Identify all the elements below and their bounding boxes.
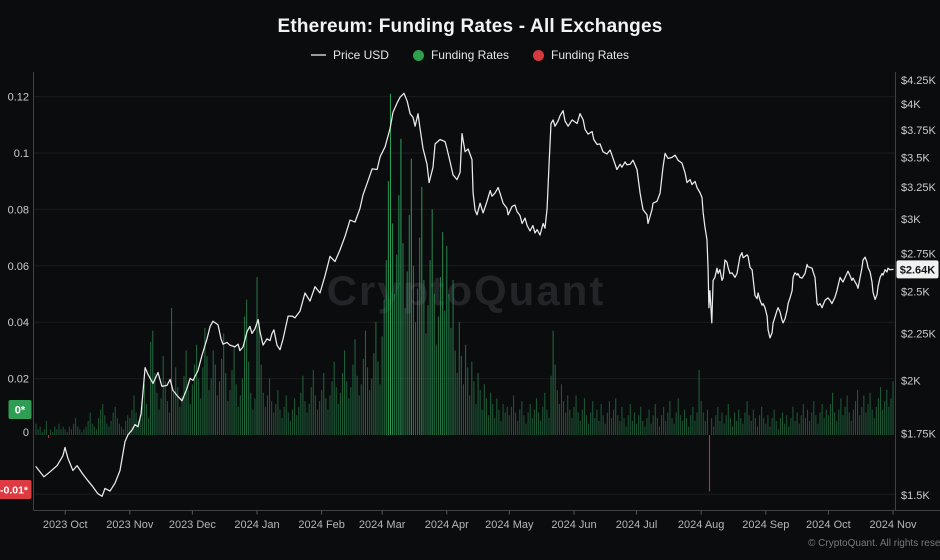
svg-text:$4K: $4K bbox=[901, 99, 921, 111]
svg-text:2024 Oct: 2024 Oct bbox=[806, 519, 851, 531]
svg-text:2024 Nov: 2024 Nov bbox=[869, 519, 917, 531]
svg-text:$3K: $3K bbox=[901, 214, 921, 226]
svg-text:2024 Jun: 2024 Jun bbox=[551, 519, 596, 531]
svg-text:$2.75K: $2.75K bbox=[901, 248, 937, 260]
svg-text:$2.64K: $2.64K bbox=[900, 264, 936, 276]
svg-text:2024 Jan: 2024 Jan bbox=[234, 519, 279, 531]
svg-text:0.02: 0.02 bbox=[8, 374, 29, 386]
y-axis-left: 0.12 0.1 0.08 0.06 0.04 0.02 0 bbox=[8, 92, 29, 439]
legend-item-funding-negative[interactable]: Funding Rates bbox=[533, 48, 629, 62]
svg-text:$2.5K: $2.5K bbox=[901, 286, 930, 298]
svg-text:0.08: 0.08 bbox=[8, 204, 29, 216]
funding-positive-dot-icon bbox=[412, 49, 424, 61]
svg-text:$1.5K: $1.5K bbox=[901, 490, 930, 502]
svg-text:$2.25K: $2.25K bbox=[901, 328, 937, 340]
svg-text:2023 Dec: 2023 Dec bbox=[169, 519, 217, 531]
svg-text:2023 Oct: 2023 Oct bbox=[43, 519, 88, 531]
svg-text:0.1: 0.1 bbox=[14, 148, 29, 160]
svg-text:2024 May: 2024 May bbox=[485, 519, 534, 531]
price-line bbox=[35, 92, 894, 497]
svg-text:0*: 0* bbox=[15, 405, 26, 417]
page-title: Ethereum: Funding Rates - All Exchanges bbox=[277, 16, 663, 37]
watermark: CryptoQuant bbox=[327, 267, 606, 314]
current-price-badge: $2.64K bbox=[896, 260, 939, 279]
funding-red-badge: -0.01* bbox=[0, 480, 32, 499]
svg-text:2024 Jul: 2024 Jul bbox=[616, 519, 658, 531]
svg-text:2023 Nov: 2023 Nov bbox=[106, 519, 154, 531]
funding-green-badge: 0* bbox=[8, 400, 32, 419]
svg-text:2024 Feb: 2024 Feb bbox=[298, 519, 344, 531]
svg-text:$3.75K: $3.75K bbox=[901, 125, 937, 137]
svg-text:0: 0 bbox=[23, 427, 29, 439]
svg-text:-0.01*: -0.01* bbox=[0, 485, 29, 497]
axis-frame bbox=[33, 72, 940, 511]
svg-text:2024 Aug: 2024 Aug bbox=[678, 519, 725, 531]
legend: Price USD Funding Rates Funding Rates bbox=[0, 48, 940, 62]
svg-text:2024 Apr: 2024 Apr bbox=[425, 519, 469, 531]
x-axis: 2023 Oct 2023 Nov 2023 Dec 2024 Jan 2024 Feb… bbox=[43, 510, 917, 531]
svg-text:$1.75K: $1.75K bbox=[901, 429, 937, 441]
svg-text:2024 Sep: 2024 Sep bbox=[742, 519, 789, 531]
legend-label-price: Price USD bbox=[332, 48, 389, 62]
svg-text:$3.25K: $3.25K bbox=[901, 182, 937, 194]
svg-text:$3.5K: $3.5K bbox=[901, 152, 930, 164]
copyright-notice: © CryptoQuant. All rights reserved bbox=[808, 538, 940, 549]
svg-text:0.04: 0.04 bbox=[8, 317, 29, 329]
funding-bars bbox=[35, 93, 894, 492]
svg-text:0.06: 0.06 bbox=[8, 261, 29, 273]
funding-negative-dot-icon bbox=[533, 49, 544, 61]
legend-item-price[interactable]: Price USD bbox=[310, 48, 389, 62]
svg-text:0.12: 0.12 bbox=[8, 92, 29, 104]
grid-lines bbox=[33, 96, 896, 495]
y-axis-right: $4.25K $4K $3.75K $3.5K $3.25K $3K $2.75K $2.5K… bbox=[901, 75, 937, 502]
svg-text:$2K: $2K bbox=[901, 375, 921, 387]
legend-item-funding-positive[interactable]: Funding Rates bbox=[412, 48, 509, 62]
price-line-swatch-icon bbox=[310, 54, 326, 56]
svg-text:2024 Mar: 2024 Mar bbox=[359, 519, 406, 531]
legend-label-funding-negative: Funding Rates bbox=[551, 48, 630, 62]
svg-text:$4.25K: $4.25K bbox=[901, 75, 937, 87]
legend-label-funding-positive: Funding Rates bbox=[430, 48, 509, 62]
